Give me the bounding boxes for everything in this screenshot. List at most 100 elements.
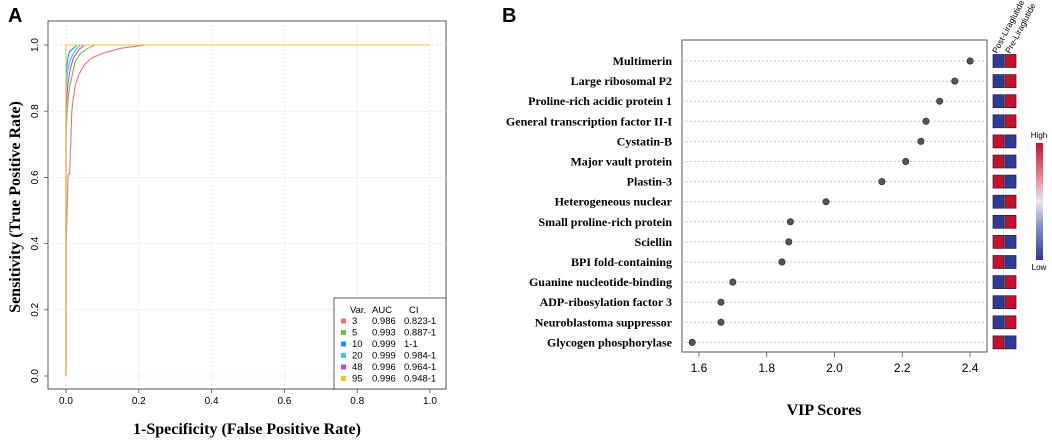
y-tick-label: 0.0 <box>30 369 41 383</box>
panel-a-roc-chart: A 0.0 0.2 0.4 0.6 0.8 1.0 0.0 0.2 0.4 0.6 0.8 1.0 S… <box>7 5 447 438</box>
heat-cell-post <box>992 255 1005 269</box>
heat-cell-post <box>992 154 1005 169</box>
heat-cell-pre <box>1004 154 1017 169</box>
protein-label: Proline-rich acidic protein 1 <box>528 94 672 108</box>
panel-b-letter: B <box>502 5 516 27</box>
heat-cell-pre <box>1004 54 1017 68</box>
vip-point <box>822 198 830 206</box>
panel-b-rows: Multimerin Large ribosomal P2 Proline-rich… <box>506 54 1017 350</box>
legend-ci: 0.964-1 <box>404 362 436 373</box>
vip-point <box>729 278 737 286</box>
x-tick-label: 2.2 <box>894 361 911 375</box>
heat-cell-post <box>992 275 1005 289</box>
protein-label: Sciellin <box>635 235 673 249</box>
panel-b-x-axis-title: VIP Scores <box>787 402 862 419</box>
x-tick-label: 0.8 <box>350 396 364 407</box>
legend-swatch <box>341 318 346 324</box>
heat-cell-post <box>992 94 1005 109</box>
heat-cell-post <box>992 134 1005 149</box>
heat-cell-pre <box>1004 275 1017 289</box>
panel-a-y-axis-title: Sensitivity (True Positive Rate) <box>7 101 24 313</box>
legend-var: 48 <box>352 362 363 373</box>
heat-cell-pre <box>1004 174 1017 189</box>
y-tick-label: 1.0 <box>30 38 41 52</box>
protein-label: Guanine nucleotide-binding <box>529 275 672 289</box>
y-tick-label: 0.2 <box>30 302 41 316</box>
x-tick-label: 0.2 <box>132 396 146 407</box>
panel-b-ticks: 1.6 1.8 2.0 2.2 2.4 <box>691 352 979 375</box>
vip-point <box>785 238 793 246</box>
protein-label: Glycogen phosphorylase <box>547 335 673 349</box>
protein-label: Plastin-3 <box>627 175 672 189</box>
legend-box <box>333 297 447 390</box>
color-scale-bar <box>1036 143 1043 260</box>
heat-cell-post <box>992 335 1005 350</box>
heat-cell-post <box>992 214 1005 229</box>
panel-b-plot-frame <box>681 39 988 353</box>
vip-point <box>902 158 910 166</box>
legend-var: 20 <box>352 351 363 362</box>
heat-cell-post <box>992 54 1005 68</box>
heat-cell-post <box>992 74 1005 88</box>
heat-cell-post <box>992 194 1005 209</box>
heat-cell-pre <box>1004 194 1017 209</box>
heat-cell-pre <box>1004 335 1017 350</box>
heat-cell-post <box>992 235 1005 249</box>
protein-label: Cystatin-B <box>617 134 672 148</box>
vip-point <box>688 338 696 346</box>
protein-label: Multimerin <box>613 54 673 68</box>
heat-cell-pre <box>1004 94 1017 109</box>
legend-ci: 0.948-1 <box>404 374 436 385</box>
roc-curve-var-3 <box>65 44 430 376</box>
x-tick-label: 2.4 <box>962 361 979 375</box>
heat-cell-pre <box>1004 315 1017 330</box>
color-scale-low-label: Low <box>1032 263 1047 272</box>
heat-cell-post <box>992 295 1005 310</box>
panel-a-ticks: 0.0 0.2 0.4 0.6 0.8 1.0 0.0 0.2 0.4 0.6 0.8 1.0 <box>30 38 437 407</box>
x-tick-label: 1.8 <box>758 361 775 375</box>
x-tick-label: 0.4 <box>205 396 219 407</box>
protein-label: BPI fold-containing <box>571 255 672 269</box>
protein-label: Neuroblastoma suppressor <box>535 315 673 329</box>
color-scale-high-label: High <box>1031 131 1047 140</box>
panel-a-x-axis-title: 1-Specificity (False Positive Rate) <box>133 421 361 438</box>
protein-label: Major vault protein <box>570 155 672 169</box>
x-tick-label: 1.0 <box>423 396 437 407</box>
legend-swatch <box>341 376 346 381</box>
roc-curve-var-95 <box>65 44 430 376</box>
protein-label: Small proline-rich protein <box>538 215 672 229</box>
y-tick-label: 0.6 <box>30 170 41 184</box>
x-tick-label: 2.0 <box>826 361 843 375</box>
protein-label: ADP-ribosylation factor 3 <box>540 295 672 309</box>
vip-point <box>786 218 794 226</box>
legend-header-auc: AUC <box>372 305 392 316</box>
legend-auc: 0.999 <box>372 339 396 350</box>
x-tick-label: 0.0 <box>59 396 73 407</box>
legend-ci: 1-1 <box>404 339 418 350</box>
heat-cell-pre <box>1004 295 1017 310</box>
legend-auc: 0.993 <box>372 328 396 339</box>
legend-var: 10 <box>352 339 363 350</box>
vip-point <box>951 77 959 85</box>
vip-point <box>717 318 725 326</box>
vip-point <box>878 178 886 186</box>
legend-swatch <box>341 330 346 335</box>
protein-label: Large ribosomal P2 <box>571 74 672 88</box>
heat-cell-pre <box>1004 114 1017 129</box>
heat-cell-pre <box>1004 255 1017 269</box>
vip-point <box>917 137 925 145</box>
vip-point <box>966 57 974 65</box>
heat-cell-pre <box>1004 214 1017 229</box>
vip-point <box>936 97 944 105</box>
heat-cell-post <box>992 114 1005 129</box>
vip-point <box>717 298 725 306</box>
y-tick-label: 0.4 <box>30 236 41 250</box>
heat-cell-pre <box>1004 134 1017 149</box>
legend-ci: 0.823-1 <box>404 316 436 327</box>
panel-a-letter: A <box>8 5 22 27</box>
legend-ci: 0.887-1 <box>404 328 436 339</box>
legend-auc: 0.996 <box>372 374 396 385</box>
x-tick-label: 1.6 <box>691 361 708 375</box>
heat-cell-pre <box>1004 74 1017 88</box>
